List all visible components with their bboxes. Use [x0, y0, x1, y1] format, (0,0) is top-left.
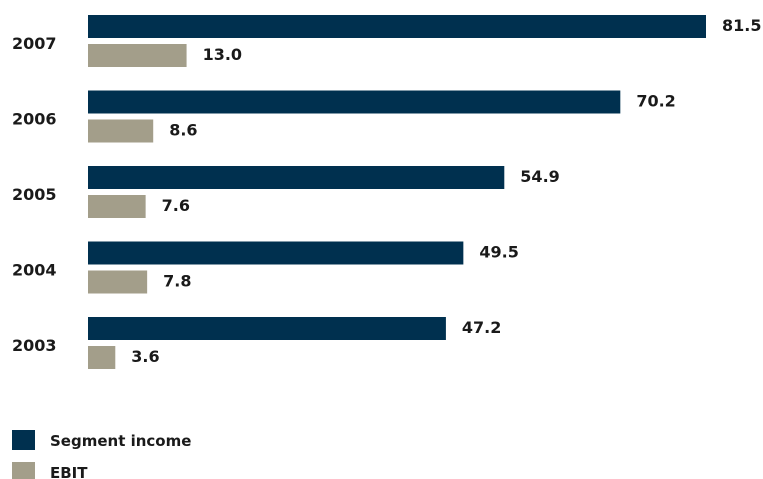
value-label-ebit-2007: 13.0 — [203, 45, 242, 64]
bar-segment-income-2003 — [88, 317, 446, 340]
legend-swatch-ebit — [12, 462, 35, 479]
bar-ebit-2003 — [88, 346, 116, 369]
value-label-segment-income-2006: 70.2 — [636, 92, 675, 111]
bar-ebit-2004 — [88, 270, 148, 294]
bar-segment-income-2005 — [88, 166, 505, 189]
bar-ebit-2005 — [88, 195, 146, 218]
value-label-ebit-2003: 3.6 — [131, 347, 159, 366]
legend-label-segment-income: Segment income — [50, 432, 191, 450]
bar-ebit-2007 — [88, 44, 187, 67]
category-label-2005: 2005 — [12, 185, 57, 204]
value-label-segment-income-2003: 47.2 — [462, 318, 501, 337]
value-label-segment-income-2005: 54.9 — [520, 167, 559, 186]
bar-segment-income-2004 — [88, 241, 464, 265]
legend-swatch-segment-income — [12, 430, 35, 450]
bar-segment-income-2006 — [88, 90, 621, 114]
category-labels: 2007 2006 2005 2004 2003 — [12, 34, 57, 355]
legend-label-ebit: EBIT — [50, 464, 88, 479]
value-labels: 81.5 13.0 70.2 8.6 54.9 7.6 49.5 7.8 47.2 3.6 — [131, 16, 761, 366]
category-label-2003: 2003 — [12, 336, 57, 355]
category-label-2004: 2004 — [12, 261, 57, 280]
legend: Segment income EBIT — [12, 430, 191, 479]
bar-ebit-2006 — [88, 119, 154, 143]
category-label-2006: 2006 — [12, 110, 57, 129]
value-label-ebit-2004: 7.8 — [163, 272, 191, 291]
value-label-segment-income-2007: 81.5 — [722, 16, 761, 35]
value-label-segment-income-2004: 49.5 — [479, 243, 518, 262]
value-label-ebit-2006: 8.6 — [169, 121, 197, 140]
bar-segment-income-2007 — [88, 15, 706, 38]
category-label-2007: 2007 — [12, 34, 57, 53]
value-label-ebit-2005: 7.6 — [162, 196, 190, 215]
bars-group — [88, 15, 706, 369]
